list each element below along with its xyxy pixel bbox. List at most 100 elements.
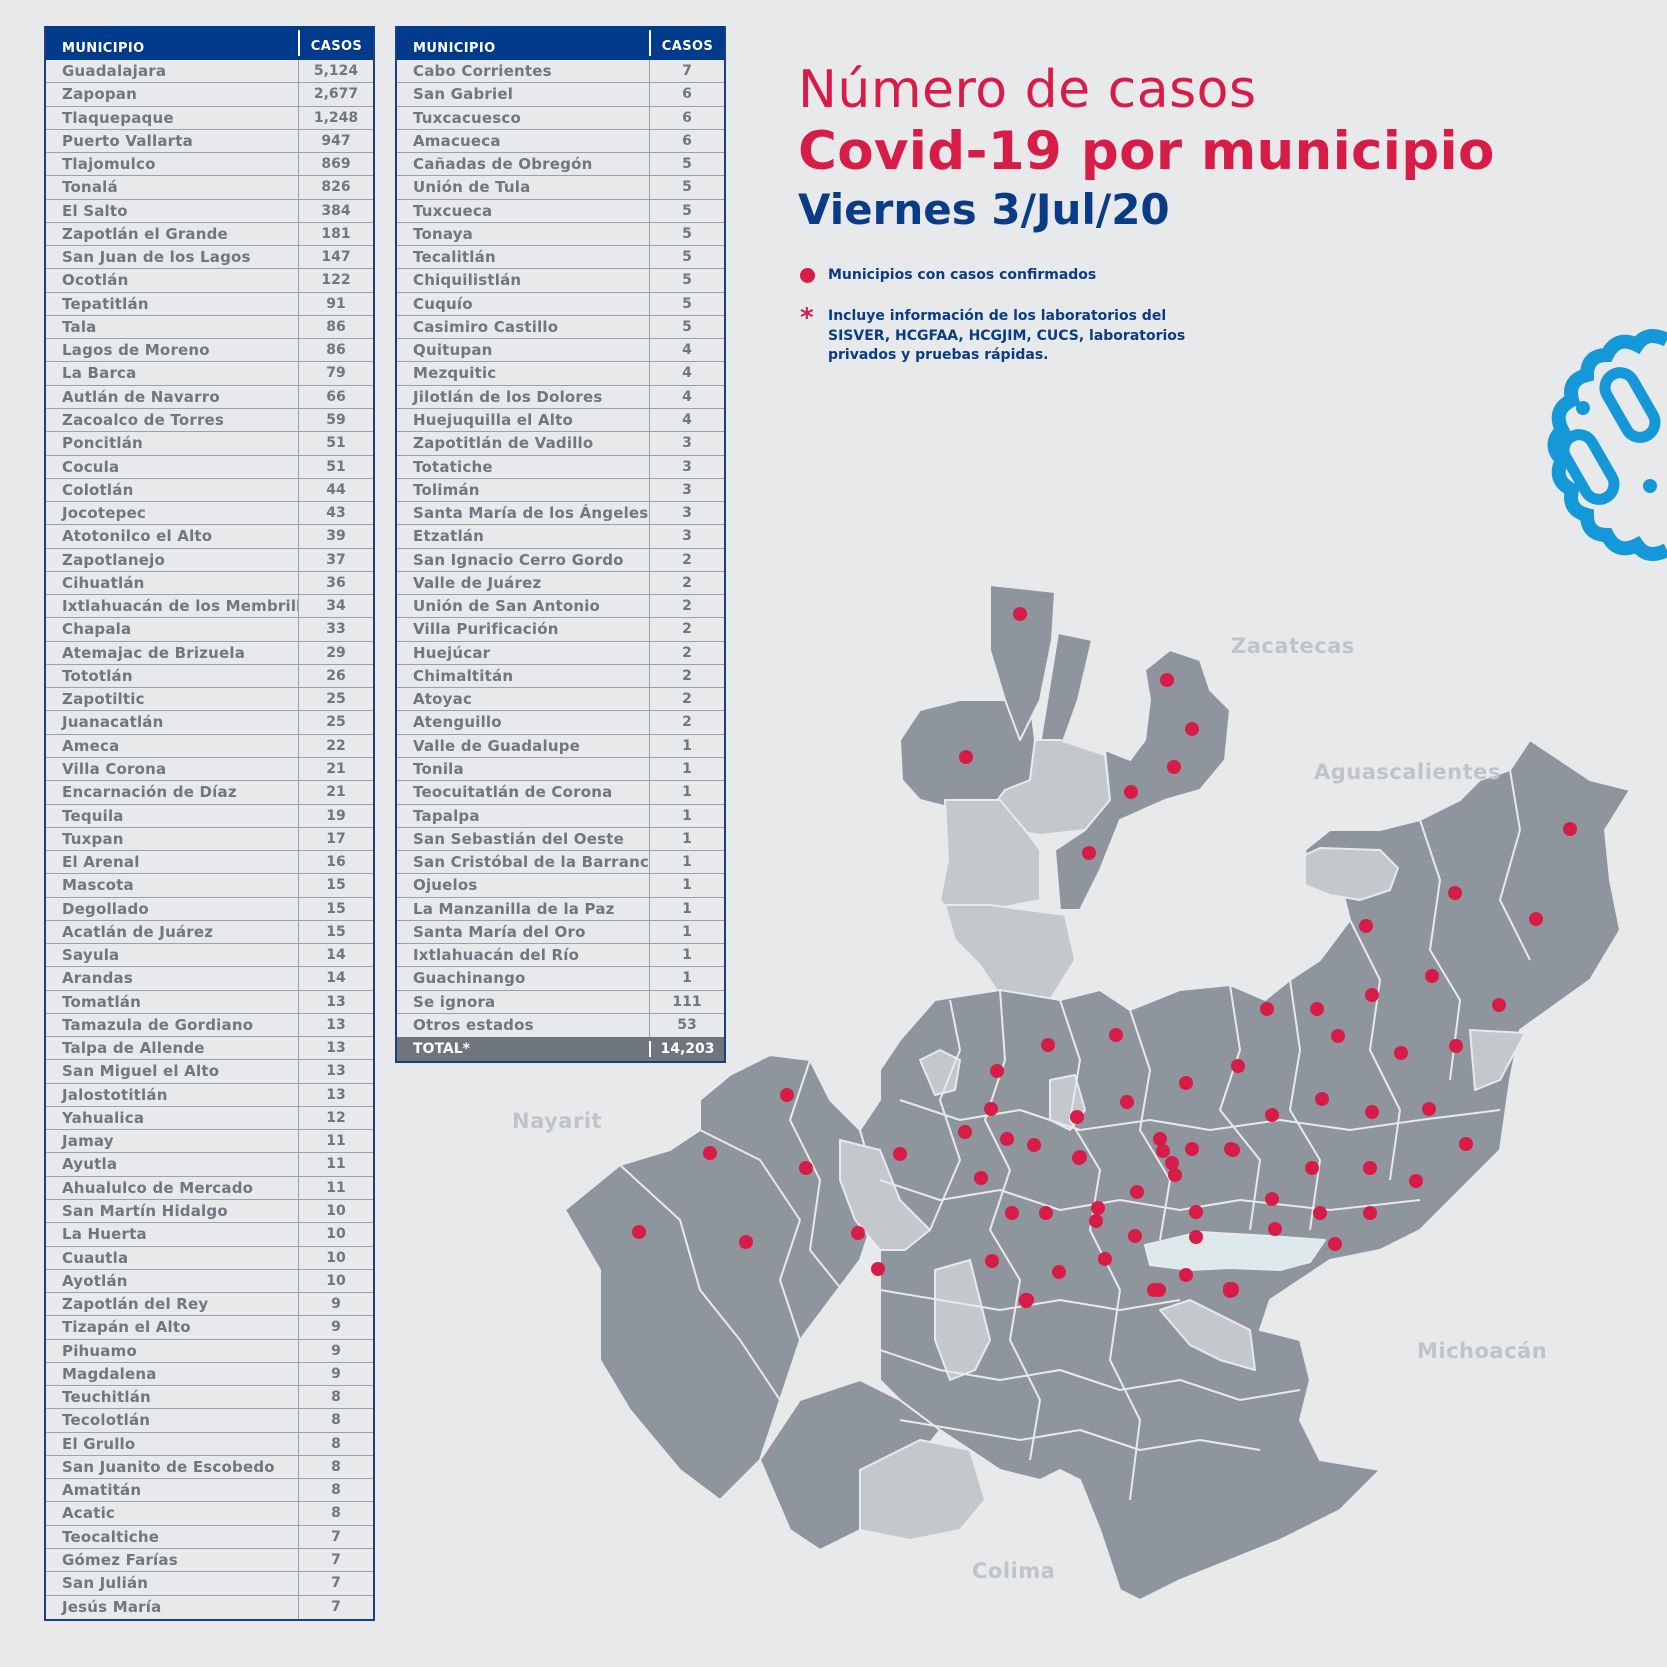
municipio-name: San Gabriel — [413, 85, 514, 104]
case-count: 1 — [649, 851, 724, 874]
case-count: 25 — [298, 711, 373, 734]
table-row: La Huerta 10 — [46, 1223, 373, 1247]
municipio-name: Zapotlán del Rey — [62, 1295, 209, 1314]
table-row: Unión de San Antonio 2 — [397, 595, 724, 619]
municipio-name: Tuxpan — [62, 829, 124, 848]
case-count: 15 — [298, 920, 373, 944]
municipio-name: Mezquitic — [413, 364, 497, 383]
municipio-name: Tapalpa — [413, 806, 480, 825]
municipio-name: Mascota — [62, 876, 134, 895]
municipio-name: Tonila — [413, 759, 464, 778]
title-line-2: Covid-19 por municipio — [798, 121, 1495, 182]
municipio-name: Tonalá — [62, 178, 118, 197]
case-count: 122 — [298, 269, 373, 292]
case-count: 15 — [298, 897, 373, 920]
municipio-name: Otros estados — [413, 1015, 534, 1034]
municipio-name: Zacoalco de Torres — [62, 410, 225, 429]
municipio-name: Tecolotlán — [62, 1411, 151, 1430]
municipio-name: Jilotlán de los Dolores — [413, 387, 603, 406]
municipio-name: Ixtlahuacán del Río — [413, 946, 580, 965]
case-count: 8 — [298, 1502, 373, 1525]
municipio-name: Tecalitlán — [413, 248, 496, 267]
municipio-name: La Huerta — [62, 1225, 147, 1244]
municipio-name: Zapotiltic — [62, 690, 145, 709]
table-row: Tlaquepaque 1,248 — [46, 106, 373, 130]
table-row: Cuquío 5 — [397, 292, 724, 316]
municipio-name: Tizapán el Alto — [62, 1318, 191, 1337]
municipio-name: Tepatitlán — [62, 294, 149, 313]
case-count: 33 — [298, 618, 373, 641]
case-count: 947 — [298, 129, 373, 153]
table-row: Cañadas de Obregón 5 — [397, 153, 724, 177]
case-count: 1 — [649, 967, 724, 990]
map-region-lake — [1144, 1231, 1326, 1271]
table-row: Zapotlanejo 37 — [46, 548, 373, 572]
case-count: 21 — [298, 781, 373, 804]
case-count: 3 — [649, 525, 724, 548]
table-header: MUNICIPIO CASOS — [46, 26, 373, 60]
case-count: 14 — [298, 944, 373, 967]
case-count: 7 — [649, 60, 724, 83]
virus-icon — [1547, 329, 1667, 561]
case-count: 91 — [298, 292, 373, 315]
map-region-south-light — [859, 1439, 986, 1541]
table-row: Degollado 15 — [46, 897, 373, 921]
municipio-name: Jesús María — [62, 1597, 162, 1616]
header-casos: CASOS — [649, 30, 724, 56]
table-row: Totatiche 3 — [397, 455, 724, 479]
table-row: Unión de Tula 5 — [397, 176, 724, 200]
case-count: 9 — [298, 1362, 373, 1386]
table-row: Cuautla 10 — [46, 1246, 373, 1270]
table-row: Zapopan 2,677 — [46, 83, 373, 107]
case-count: 21 — [298, 757, 373, 781]
municipio-name: El Salto — [62, 201, 128, 220]
table-row: Encarnación de Díaz 21 — [46, 781, 373, 805]
table-row: Guachinango 1 — [397, 967, 724, 991]
municipio-name: Colotlán — [62, 480, 134, 499]
table-row: San Gabriel 6 — [397, 83, 724, 107]
table-row: Tolimán 3 — [397, 478, 724, 503]
case-count: 2,677 — [298, 83, 373, 106]
case-count: 5 — [649, 292, 724, 315]
table-row: Chiquilistlán 5 — [397, 269, 724, 293]
case-count: 2 — [649, 618, 724, 641]
table-row: Casimiro Castillo 5 — [397, 315, 724, 340]
municipio-name: San Julián — [62, 1574, 149, 1593]
table-row: San Sebastián del Oeste 1 — [397, 827, 724, 852]
municipio-name: Ameca — [62, 736, 120, 755]
municipio-name: Ayutla — [62, 1155, 118, 1174]
case-count: 25 — [298, 688, 373, 711]
municipio-name: Tonaya — [413, 224, 473, 243]
map-region-central-light-4 — [919, 1049, 961, 1096]
table-row: Jocotepec 43 — [46, 502, 373, 526]
table-row: La Manzanilla de la Paz 1 — [397, 897, 724, 921]
map-region-north-tip — [989, 584, 1056, 741]
table-row: Amacueca 6 — [397, 129, 724, 154]
case-count: 53 — [649, 1013, 724, 1038]
map-region-north-light-3 — [944, 904, 1076, 1001]
municipio-name: El Arenal — [62, 853, 140, 872]
table-row: Santa María de los Ángeles 3 — [397, 502, 724, 526]
municipio-name: Lagos de Moreno — [62, 341, 210, 360]
case-count: 4 — [649, 385, 724, 408]
cases-table-left: MUNICIPIO CASOS Guadalajara 5,124 Zapopan 2… — [44, 26, 375, 1621]
municipio-name: Tuxcueca — [413, 201, 493, 220]
table-row: Huejuquilla el Alto 4 — [397, 408, 724, 433]
case-count: 11 — [298, 1176, 373, 1200]
table-row: Poncitlán 51 — [46, 432, 373, 456]
table-row: San Julián 7 — [46, 1572, 373, 1596]
label-michoacan: Michoacán — [1417, 1339, 1548, 1363]
municipio-name: Autlán de Navarro — [62, 387, 220, 406]
case-count: 6 — [649, 129, 724, 153]
table-row: El Arenal 16 — [46, 851, 373, 875]
municipio-name: Talpa de Allende — [62, 1039, 205, 1058]
table-header: MUNICIPIO CASOS — [397, 26, 724, 60]
municipio-name: Cocula — [62, 457, 120, 476]
municipio-name: Gómez Farías — [62, 1551, 178, 1569]
case-count: 10 — [298, 1246, 373, 1269]
case-count: 1 — [649, 781, 724, 804]
case-count: 37 — [298, 548, 373, 571]
case-count: 8 — [298, 1409, 373, 1432]
case-count: 13 — [298, 1037, 373, 1060]
